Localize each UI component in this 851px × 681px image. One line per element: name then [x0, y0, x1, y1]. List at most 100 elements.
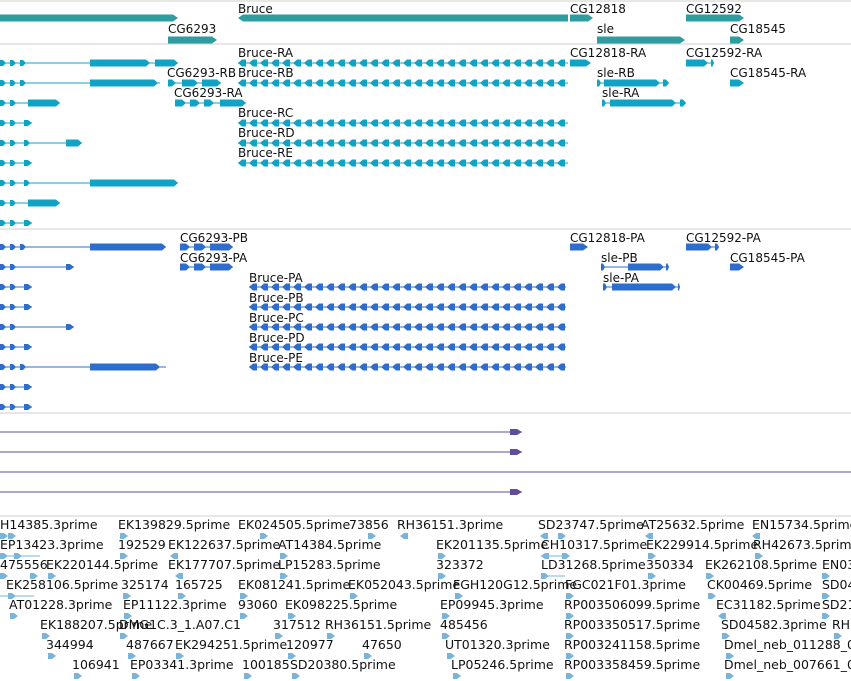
est-label[interactable]: LP15283.5prime	[278, 557, 381, 572]
est-feature[interactable]	[752, 533, 760, 539]
est-feature[interactable]	[244, 673, 252, 679]
protein-sle-pa[interactable]	[603, 283, 680, 291]
gene-cg18545[interactable]	[730, 36, 744, 44]
est-label[interactable]: 323372	[436, 557, 484, 572]
transcript-bruce-rb[interactable]	[238, 79, 568, 87]
est-label[interactable]: EN15734.5prime	[752, 517, 851, 532]
est-label[interactable]: RH36151.3prime	[397, 517, 504, 532]
est-label[interactable]: EK229914.5prime	[646, 537, 759, 552]
est-feature[interactable]	[726, 673, 734, 679]
est-feature[interactable]	[288, 653, 296, 659]
protein-cg18545-pa[interactable]	[730, 263, 744, 271]
est-feature[interactable]	[718, 613, 726, 619]
protein-bruce-pb[interactable]	[249, 303, 566, 311]
transcript-label-cg6293-ra[interactable]: CG6293-RA	[174, 86, 243, 100]
est-feature[interactable]	[364, 653, 372, 659]
est-feature[interactable]	[566, 633, 574, 639]
est-feature[interactable]	[708, 593, 716, 599]
est-feature[interactable]	[722, 633, 730, 639]
est-feature[interactable]	[275, 633, 283, 639]
est-label[interactable]: 73856	[349, 517, 389, 532]
protein-partial-6[interactable]	[0, 344, 32, 350]
est-label[interactable]: EP03341.3prime	[130, 657, 234, 672]
est-label[interactable]: CH10317.5prime	[541, 537, 648, 552]
protein-label-bruce-pd[interactable]: Bruce-PD	[249, 331, 305, 345]
protein-label-cg12592-pa[interactable]: CG12592-PA	[686, 231, 761, 245]
est-label[interactable]: RH	[832, 617, 851, 632]
protein-cg12818-pa[interactable]	[570, 243, 588, 251]
est-feature[interactable]	[292, 673, 300, 679]
est-label[interactable]: RH42673.5prime	[753, 537, 851, 552]
est-feature[interactable]	[706, 573, 714, 579]
est-feature[interactable]	[170, 553, 178, 559]
gene-cg6293[interactable]	[168, 36, 217, 44]
est-feature[interactable]	[566, 593, 574, 599]
transcript-label-cg12592-ra[interactable]: CG12592-RA	[686, 46, 763, 60]
est-label[interactable]: RP003241158.5prime	[564, 637, 701, 652]
est-feature[interactable]	[558, 533, 566, 539]
est-label[interactable]: EN03	[822, 557, 851, 572]
est-label[interactable]: 325174	[121, 577, 169, 592]
transcript-sle-rb[interactable]	[597, 79, 669, 87]
est-label[interactable]: EP13423.3prime	[0, 537, 104, 552]
est-label[interactable]: LD31268.5prime	[541, 557, 646, 572]
est-feature[interactable]	[178, 593, 186, 599]
protein-bruce-pd[interactable]	[249, 343, 566, 351]
transcript-label-bruce-rb[interactable]: Bruce-RB	[238, 66, 294, 80]
transcript-label-bruce-ra[interactable]: Bruce-RA	[238, 46, 294, 60]
est-label[interactable]: RH36151.5prime	[325, 617, 432, 632]
gene-label-cg18545[interactable]: CG18545	[730, 22, 786, 36]
protein-partial-4[interactable]	[0, 304, 32, 310]
est-label[interactable]: EP09945.3prime	[440, 597, 544, 612]
transcript-label-cg18545-ra[interactable]: CG18545-RA	[730, 66, 807, 80]
gene-label-bruce[interactable]: Bruce	[238, 2, 273, 16]
gene-cg12818[interactable]	[570, 14, 593, 22]
protein-bruce-pe[interactable]	[249, 363, 566, 371]
est-feature[interactable]	[48, 573, 56, 579]
transcript-label-cg6293-rb[interactable]: CG6293-RB	[167, 66, 237, 80]
est-feature[interactable]	[123, 593, 131, 599]
transcript-bruce-rc[interactable]	[238, 119, 568, 127]
est-feature[interactable]	[260, 533, 268, 539]
est-feature[interactable]	[368, 533, 376, 539]
est-feature[interactable]	[30, 573, 38, 579]
est-feature[interactable]	[566, 613, 574, 619]
protein-partial-3[interactable]	[0, 284, 32, 290]
est-feature[interactable]	[648, 573, 656, 579]
transcript-partial-1[interactable]	[0, 59, 178, 67]
est-feature[interactable]	[438, 553, 446, 559]
protein-cg12592-pa[interactable]	[686, 243, 719, 251]
est-label[interactable]: EC31182.5prime	[716, 597, 821, 612]
gene-label-cg6293[interactable]: CG6293	[168, 22, 217, 36]
est-label[interactable]: EP11122.3prime	[123, 597, 227, 612]
transcript-cg18545-ra[interactable]	[730, 79, 744, 87]
gene-bruce[interactable]	[238, 14, 568, 22]
transcript-bruce-rd[interactable]	[238, 139, 568, 147]
protein-label-cg12818-pa[interactable]: CG12818-PA	[570, 231, 645, 245]
est-label[interactable]: EK024505.5prime	[238, 517, 351, 532]
est-label[interactable]: 106941	[72, 657, 120, 672]
est-feature[interactable]	[124, 613, 132, 619]
protein-partial-5[interactable]	[0, 324, 74, 330]
protein-partial-9[interactable]	[0, 404, 32, 410]
est-feature[interactable]	[42, 633, 50, 639]
protein-cg6293-pb[interactable]	[180, 243, 233, 251]
transcript-cg12592-ra[interactable]	[686, 59, 714, 67]
est-feature[interactable]	[566, 673, 574, 679]
est-feature[interactable]	[755, 553, 763, 559]
est-label[interactable]: EK201135.5prime	[436, 537, 549, 552]
est-feature[interactable]	[442, 633, 450, 639]
est-label[interactable]: UT01320.3prime	[445, 637, 550, 652]
protein-cg6293-pa[interactable]	[180, 263, 233, 271]
est-feature[interactable]	[280, 573, 288, 579]
est-label[interactable]: 120977	[286, 637, 334, 652]
est-feature[interactable]	[438, 573, 446, 579]
gene-cg6293-left-segment[interactable]	[0, 14, 178, 22]
est-label[interactable]: RP003350517.5prime	[564, 617, 701, 632]
est-feature[interactable]	[10, 613, 18, 619]
est-label[interactable]: EK081241.5prime	[238, 577, 351, 592]
est-feature[interactable]	[822, 573, 830, 579]
est-feature[interactable]	[834, 633, 842, 639]
est-label[interactable]: 165725	[175, 577, 223, 592]
